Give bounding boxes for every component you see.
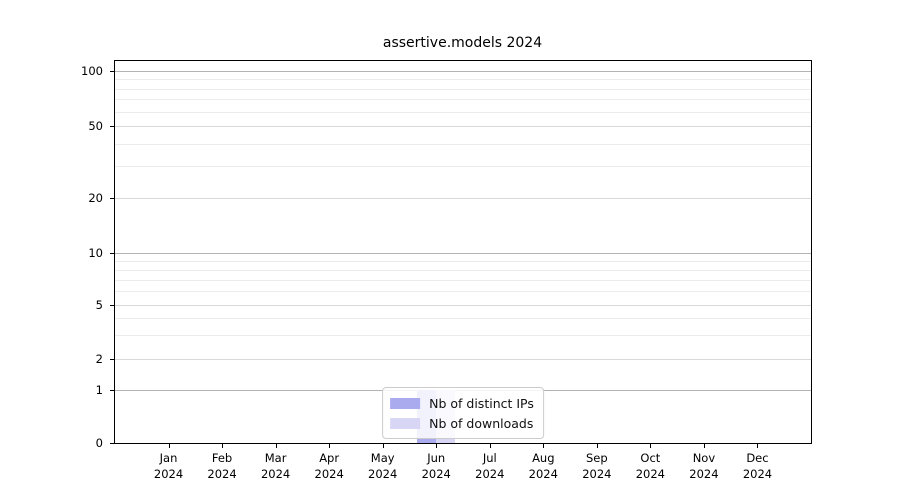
x-tick-label: Apr 2024 (314, 451, 344, 481)
x-axis-tick (596, 444, 598, 448)
x-axis-tick (222, 444, 224, 448)
y-gridline (115, 71, 811, 72)
y-gridline-minor (115, 269, 811, 271)
y-axis-tick (110, 252, 114, 254)
x-axis-tick (757, 444, 759, 448)
y-tick-label: 100 (81, 64, 103, 78)
x-tick-label: Oct 2024 (635, 451, 666, 481)
x-axis-tick (329, 444, 331, 448)
y-tick-label: 5 (95, 297, 103, 312)
y-gridline-minor (115, 291, 811, 293)
x-tick-label: Mar 2024 (260, 451, 291, 481)
y-tick-label: 2 (95, 351, 103, 366)
legend-label-distinct-ips: Nb of distinct IPs (429, 395, 534, 411)
y-axis-tick (110, 126, 114, 128)
x-tick-label: Nov 2024 (689, 451, 719, 481)
x-axis-tick (543, 444, 545, 448)
x-tick-label: Aug 2024 (528, 451, 558, 481)
x-axis-tick (489, 444, 491, 448)
y-gridline (115, 304, 811, 306)
x-axis-tick (703, 444, 705, 448)
legend-swatch-downloads (390, 417, 421, 429)
y-gridline (115, 358, 811, 360)
y-gridline-minor (115, 88, 811, 90)
y-gridline-minor (115, 334, 811, 336)
y-axis-tick (110, 197, 114, 199)
x-axis-tick (275, 444, 277, 448)
y-axis-tick (110, 358, 114, 360)
y-tick-label: 20 (88, 190, 103, 205)
y-gridline-minor (115, 143, 811, 145)
y-gridline (115, 126, 811, 128)
x-tick-label: Dec 2024 (742, 451, 773, 481)
plot-area: Nb of distinct IPs Nb of downloads (114, 60, 812, 444)
x-tick-label: Jan 2024 (153, 451, 184, 481)
y-axis-tick (110, 389, 114, 391)
legend-label-downloads: Nb of downloads (429, 415, 534, 431)
chart-title: assertive.models 2024 (382, 35, 543, 51)
y-gridline (115, 252, 811, 254)
y-tick-label: 10 (88, 245, 103, 260)
x-axis-tick (382, 444, 384, 448)
legend: Nb of distinct IPs Nb of downloads (382, 387, 544, 439)
x-tick-label: Jun 2024 (421, 451, 451, 481)
y-gridline-minor (115, 166, 811, 168)
y-tick-label: 50 (88, 119, 103, 134)
y-tick-label: 0 (95, 436, 103, 450)
y-axis-tick (110, 304, 114, 306)
x-axis-tick (436, 444, 438, 448)
y-gridline-minor (115, 260, 811, 262)
x-tick-label: Feb 2024 (207, 451, 237, 481)
y-gridline-minor (115, 79, 811, 81)
y-axis-tick (110, 443, 114, 444)
y-gridline-minor (115, 99, 811, 101)
x-tick-label: Sep 2024 (582, 451, 612, 481)
y-gridline-minor (115, 111, 811, 113)
y-tick-label: 1 (95, 382, 103, 397)
y-gridline-minor (115, 318, 811, 320)
y-axis-tick (110, 71, 114, 72)
x-axis-tick (168, 444, 170, 448)
x-tick-label: Jul 2024 (475, 451, 505, 481)
legend-item-distinct-ips: Nb of distinct IPs (390, 393, 534, 413)
legend-swatch-distinct-ips (390, 397, 421, 409)
x-axis-tick (650, 444, 652, 448)
y-gridline-minor (115, 279, 811, 281)
y-gridline (115, 197, 811, 199)
legend-item-downloads: Nb of downloads (390, 413, 534, 433)
x-tick-label: May 2024 (368, 451, 398, 481)
